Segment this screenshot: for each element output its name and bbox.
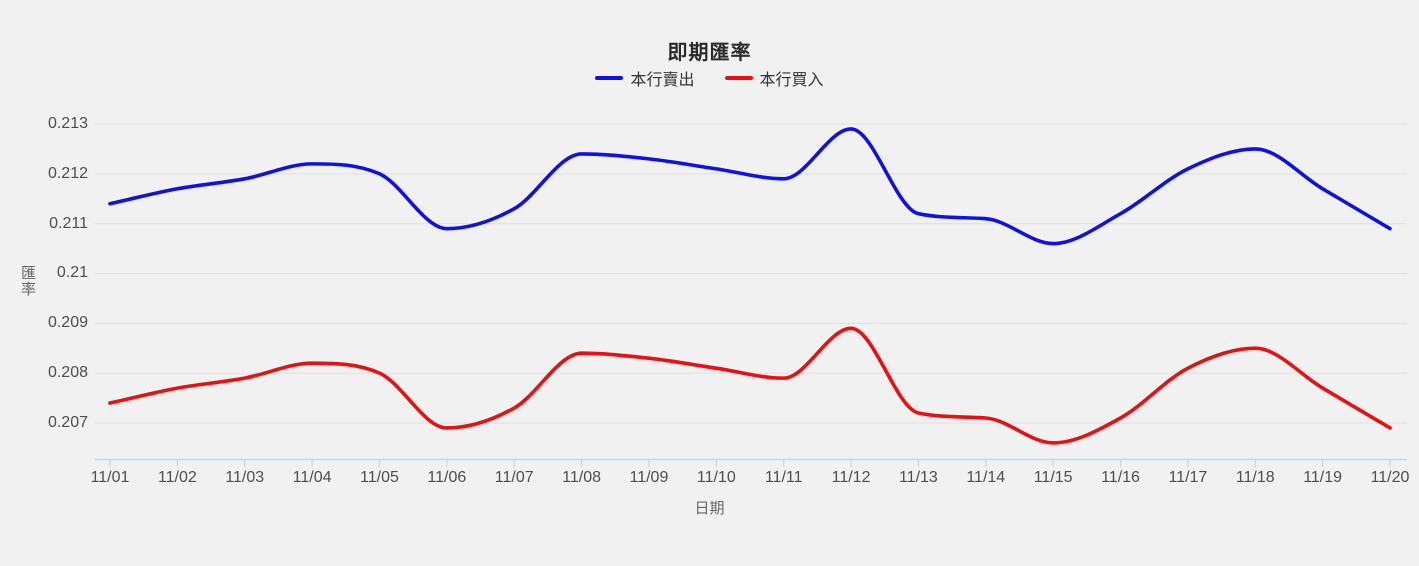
legend-label: 本行買入 [759, 72, 824, 89]
chart-legend: 本行賣出 本行買入 [0, 66, 1419, 90]
x-tick-label: 11/03 [225, 469, 265, 486]
x-tick-label: 11/08 [562, 469, 601, 486]
legend-label: 本行賣出 [630, 72, 695, 89]
y-tick-label: 0.209 [47, 314, 88, 332]
x-tick-label: 11/09 [629, 469, 669, 486]
y-tick-label: 0.212 [47, 164, 88, 182]
x-tick-label: 11/18 [1235, 469, 1275, 486]
legend-dash-icon [595, 76, 624, 80]
x-tick-label: 11/11 [764, 469, 803, 486]
x-tick-label: 11/06 [427, 469, 467, 486]
x-tick-label: 11/10 [696, 469, 736, 486]
x-tick-label: 11/19 [1303, 469, 1343, 486]
legend-item-本行賣出[interactable]: 本行賣出 [595, 66, 695, 90]
y-tick-label: 0.21 [56, 264, 88, 282]
y-axis-title: 匯率 [19, 265, 36, 297]
chart-title: 即期匯率 [667, 42, 752, 64]
x-tick-label: 11/12 [831, 469, 871, 486]
y-tick-label: 0.213 [47, 115, 88, 132]
x-axis-title: 日期 [694, 500, 725, 517]
series-line-本行賣出 [108, 127, 1392, 246]
x-tick-label: 11/17 [1168, 469, 1208, 486]
x-tick-label: 11/15 [1033, 469, 1073, 486]
y-tick-label: 0.207 [47, 413, 88, 431]
series-line-本行買入 [108, 326, 1392, 445]
y-tick-label: 0.208 [47, 364, 88, 382]
legend-item-本行買入[interactable]: 本行買入 [724, 66, 824, 90]
x-tick-label: 11/20 [1370, 469, 1410, 486]
y-tick-label: 0.211 [49, 214, 88, 232]
x-tick-label: 11/16 [1101, 469, 1140, 486]
x-tick-label: 11/14 [966, 469, 1006, 486]
x-tick-label: 11/05 [360, 469, 399, 486]
x-tick-label: 11/02 [157, 469, 197, 486]
legend-dash-icon [724, 76, 753, 80]
x-tick-label: 11/01 [90, 469, 130, 486]
x-tick-label: 11/07 [494, 469, 534, 486]
x-tick-label: 11/04 [292, 469, 332, 486]
x-tick-label: 11/13 [898, 469, 938, 486]
